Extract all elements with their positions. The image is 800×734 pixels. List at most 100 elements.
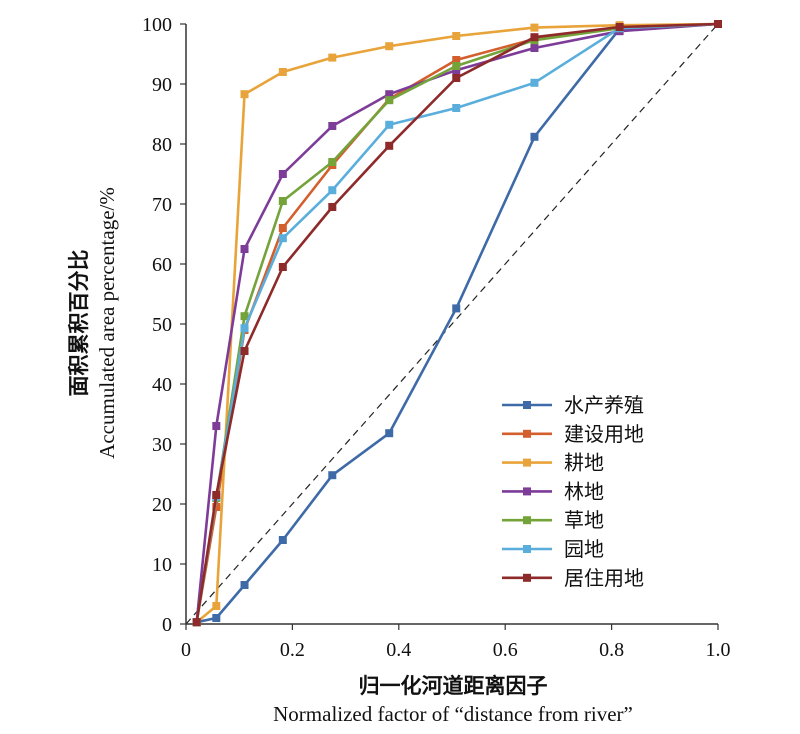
y-tick-label: 40	[152, 374, 172, 396]
y-tick-label: 70	[152, 194, 172, 216]
data-point	[240, 347, 249, 355]
legend-label: 建设用地	[564, 422, 644, 446]
ticks: 0 0.2 0.4 0.6 0.8 1.0 0 10 20 30 40 50 60 70 80 90 100	[142, 14, 731, 661]
data-point	[530, 78, 539, 87]
diagonal-reference-line	[185, 23, 719, 625]
y-axis-label-english: Accumulated area percentage/%	[95, 187, 119, 459]
x-tick-label: 1.0	[706, 639, 731, 661]
legend-marker	[523, 516, 531, 525]
reference-layer	[185, 23, 719, 625]
x-tick-label: 0.6	[493, 639, 518, 661]
data-point	[530, 132, 539, 141]
legend-marker	[523, 458, 531, 467]
legend-label: 水产养殖	[564, 393, 644, 417]
data-point	[278, 536, 287, 544]
data-point	[240, 324, 249, 333]
x-axis-label-english: Normalized factor of “distance from rive…	[273, 702, 633, 726]
data-point	[385, 90, 394, 99]
data-point	[530, 23, 539, 32]
data-point	[212, 422, 221, 430]
data-point	[212, 503, 221, 511]
y-tick-label: 60	[152, 254, 172, 276]
series-line	[195, 22, 719, 623]
data-point	[328, 158, 337, 166]
data-point	[328, 186, 337, 195]
legend-item: 居住用地	[502, 566, 644, 590]
y-tick-label: 90	[152, 74, 172, 96]
legend-item: 园地	[502, 537, 604, 561]
y-tick-label: 30	[152, 434, 172, 456]
series-line	[195, 22, 719, 623]
legend-marker	[523, 545, 531, 553]
data-point	[452, 304, 461, 313]
data-point	[240, 90, 249, 99]
legend-marker	[523, 487, 531, 496]
data-point	[192, 618, 201, 627]
data-point	[385, 42, 394, 51]
series-line	[195, 22, 719, 623]
legend-label: 居住用地	[564, 566, 644, 590]
series-line	[195, 22, 719, 623]
legend-label: 草地	[564, 508, 604, 532]
legend-item: 水产养殖	[502, 393, 644, 417]
data-point	[385, 96, 394, 105]
y-tick-label: 10	[152, 554, 172, 576]
data-point	[240, 581, 249, 589]
data-point	[328, 203, 337, 211]
data-point	[452, 62, 461, 70]
data-point	[615, 23, 624, 31]
data-point	[212, 491, 221, 499]
data-point	[452, 56, 461, 64]
x-tick-label: 0.4	[386, 639, 411, 661]
x-tick-label: 0.8	[599, 639, 624, 661]
legend-label: 园地	[564, 537, 604, 561]
legend-item: 耕地	[502, 451, 604, 475]
data-point	[385, 141, 394, 150]
legend-item: 建设用地	[502, 422, 644, 446]
data-point	[714, 20, 722, 28]
data-point	[385, 429, 394, 438]
x-tick-label: 0	[181, 639, 191, 661]
data-point	[452, 74, 461, 82]
data-point	[278, 263, 287, 271]
y-tick-label: 100	[142, 14, 172, 36]
data-point	[385, 120, 394, 129]
data-point	[278, 197, 287, 205]
data-point	[278, 234, 287, 243]
series-line	[195, 22, 719, 624]
data-point	[240, 312, 249, 321]
series-layer	[192, 20, 722, 627]
series-line	[196, 22, 719, 624]
legend-label: 耕地	[564, 451, 604, 475]
x-tick-label: 0.2	[280, 639, 305, 661]
data-point	[530, 44, 539, 52]
data-point	[278, 170, 287, 178]
series-6	[192, 20, 722, 627]
data-point	[452, 66, 461, 75]
y-tick-label: 0	[162, 614, 172, 636]
legend-item: 林地	[502, 479, 604, 503]
legend-marker	[523, 401, 531, 409]
legend-marker	[523, 573, 531, 582]
y-tick-label: 20	[152, 494, 172, 516]
y-tick-label: 80	[152, 134, 172, 156]
data-point	[240, 245, 249, 253]
data-point	[328, 122, 337, 130]
data-point	[452, 104, 461, 112]
legend-label: 林地	[564, 479, 604, 503]
legend-marker	[523, 429, 531, 438]
data-point	[278, 68, 287, 76]
data-point	[212, 614, 221, 622]
series-line	[195, 22, 719, 623]
y-tick-label: 50	[152, 314, 172, 336]
data-point	[328, 53, 337, 62]
data-point	[328, 471, 337, 480]
data-point	[530, 33, 539, 42]
series-7	[192, 20, 722, 627]
y-axis-label-chinese: 面积累积百分比	[67, 250, 91, 397]
data-point	[452, 32, 461, 40]
data-point	[278, 224, 287, 232]
